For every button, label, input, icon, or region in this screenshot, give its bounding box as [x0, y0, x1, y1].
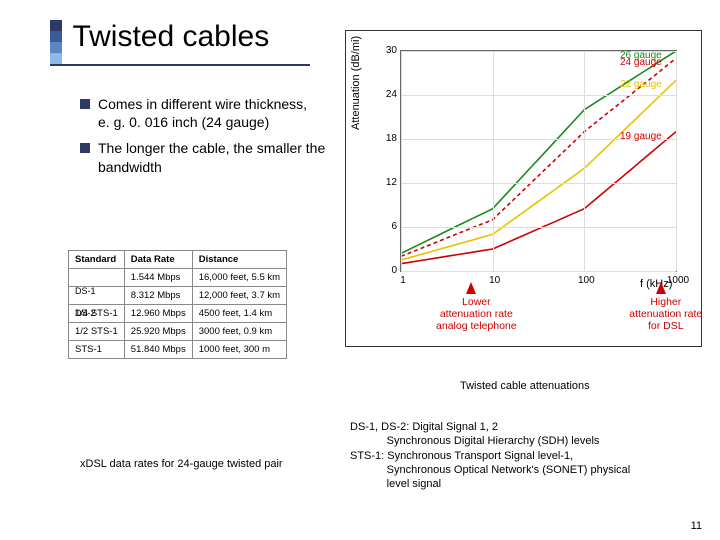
table-cell: [69, 269, 125, 287]
table-cell: 12.960 Mbps: [124, 305, 192, 323]
bullet-list: Comes in different wire thickness, e. g.…: [80, 95, 330, 184]
table-row: 8.312 Mbps12,000 feet, 3.7 km: [69, 287, 287, 305]
table-row: 1/4 STS-112.960 Mbps4500 feet, 1.4 km: [69, 305, 287, 323]
chart-xtick: 10: [481, 275, 509, 286]
chart-ylabel: Attenuation (dB/mi): [350, 36, 362, 130]
bullet-icon: [80, 143, 90, 153]
chart-caption: Twisted cable attenuations: [460, 380, 590, 392]
table-cell: 12,000 feet, 3.7 km: [192, 287, 286, 305]
table-cell: 1/2 STS-1: [69, 323, 125, 341]
chart-ytick: 30: [373, 45, 397, 56]
arrow-up-icon: [656, 282, 666, 294]
chart-legend-item: 24 gauge: [620, 57, 662, 68]
bullet-item: The longer the cable, the smaller the ba…: [80, 139, 330, 175]
title-underline: [50, 64, 310, 66]
chart-ytick: 24: [373, 89, 397, 100]
chart-xtick: 100: [572, 275, 600, 286]
chart-annotation: Lower attenuation rate analog telephone: [421, 296, 531, 332]
bullet-text: The longer the cable, the smaller the ba…: [98, 139, 330, 175]
table-row-label-ds1: DS-1: [75, 286, 96, 296]
table-header: Distance: [192, 251, 286, 269]
table-cell: 51.840 Mbps: [124, 341, 192, 359]
definitions-text: DS-1, DS-2: Digital Signal 1, 2 Synchron…: [350, 420, 700, 491]
page-number: 11: [691, 520, 702, 532]
slide: Twisted cables Comes in different wire t…: [0, 0, 720, 540]
table-row: STS-151.840 Mbps1000 feet, 300 m: [69, 341, 287, 359]
chart-ytick: 18: [373, 133, 397, 144]
slide-title: Twisted cables: [72, 20, 269, 54]
chart-xtick: 1: [389, 275, 417, 286]
table-cell: 3000 feet, 0.9 km: [192, 323, 286, 341]
title-bar-icon: [50, 20, 62, 64]
arrow-up-icon: [466, 282, 476, 294]
chart-series: [401, 132, 676, 264]
table-cell: 8.312 Mbps: [124, 287, 192, 305]
bullet-icon: [80, 99, 90, 109]
table-row-label-ds2: DS-2: [75, 308, 96, 318]
table-cell: 25.920 Mbps: [124, 323, 192, 341]
table-cell: 16,000 feet, 5.5 km: [192, 269, 286, 287]
table-caption: xDSL data rates for 24-gauge twisted pai…: [80, 458, 283, 470]
chart-ytick: 12: [373, 177, 397, 188]
bullet-text: Comes in different wire thickness, e. g.…: [98, 95, 307, 131]
bullet-item: Comes in different wire thickness, e. g.…: [80, 95, 330, 131]
datarate-table: StandardData RateDistance1.544 Mbps16,00…: [68, 250, 287, 359]
table-cell: 1.544 Mbps: [124, 269, 192, 287]
chart-ytick: 6: [373, 221, 397, 232]
table-header: Standard: [69, 251, 125, 269]
table-row: 1.544 Mbps16,000 feet, 5.5 km: [69, 269, 287, 287]
table-cell: 4500 feet, 1.4 km: [192, 305, 286, 323]
table-row: 1/2 STS-125.920 Mbps3000 feet, 0.9 km: [69, 323, 287, 341]
table-cell: 1000 feet, 300 m: [192, 341, 286, 359]
chart-legend-item: 19 gauge: [620, 131, 662, 142]
title-block: Twisted cables: [50, 20, 269, 69]
table-cell: STS-1: [69, 341, 125, 359]
table-header: Data Rate: [124, 251, 192, 269]
chart-legend-item: 22 gauge: [620, 79, 662, 90]
chart-annotation: Higher attenuation rate for DSL: [611, 296, 720, 332]
